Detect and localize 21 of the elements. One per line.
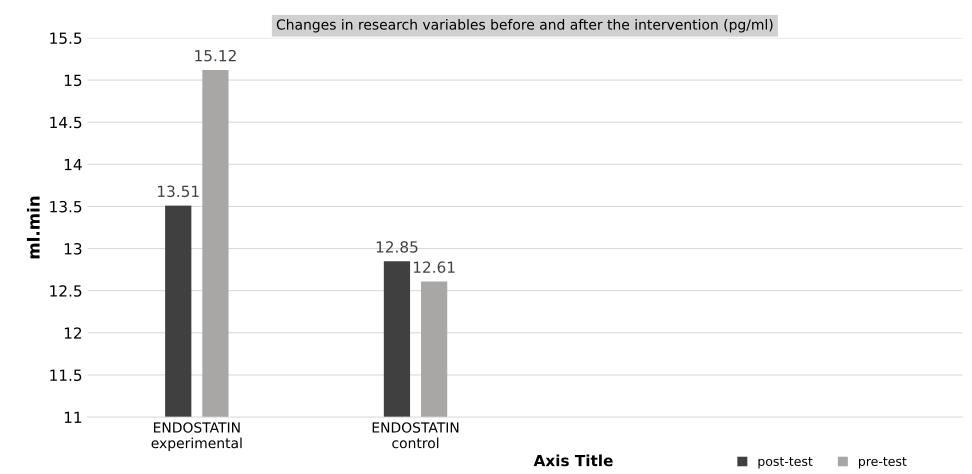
legend-label: pre-test	[858, 457, 907, 468]
x-tick-label: ENDOSTATIN experimental	[152, 422, 242, 451]
data-label: 12.85	[376, 241, 418, 253]
x-tick-label: ENDOSTATIN control	[372, 422, 458, 448]
y-tick-label: 13.5	[50, 200, 82, 212]
data-label: 12.61	[414, 261, 455, 273]
chart-title: Changes in research variables before and after the intervention (pg/ml)	[276, 19, 773, 32]
y-tick-label: 15.5	[50, 32, 82, 44]
y-tick-label: 12.5	[50, 285, 82, 297]
y-tick-label: 11	[64, 412, 82, 423]
y-tick-label: 14.5	[50, 116, 82, 128]
data-label: 13.51	[158, 186, 199, 198]
y-axis-title: ml.min	[26, 196, 40, 258]
x-axis-title: Axis Title	[534, 454, 613, 466]
legend-label: post-test	[758, 457, 813, 468]
y-tick-label: 14	[64, 158, 82, 170]
y-tick-label: 11.5	[50, 370, 82, 382]
y-tick-label: 15	[64, 74, 82, 86]
y-tick-label: 12	[64, 327, 82, 339]
data-label: 15.12	[195, 50, 236, 62]
y-tick-label: 13	[64, 243, 82, 255]
